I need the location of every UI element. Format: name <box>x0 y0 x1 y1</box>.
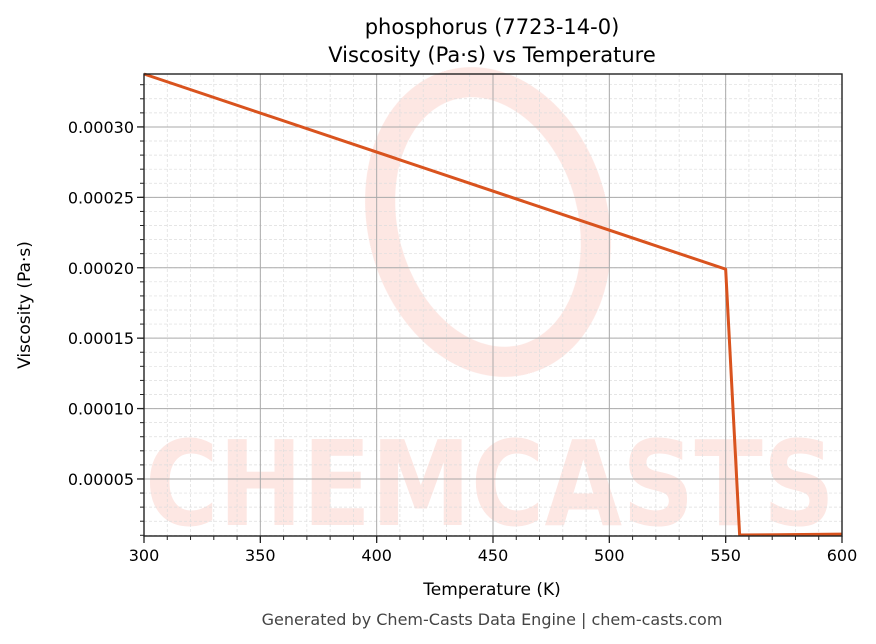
x-tick-label: 400 <box>361 546 392 565</box>
y-tick-label: 0.00005 <box>68 470 134 489</box>
y-axis-label: Viscosity (Pa·s) <box>15 241 35 369</box>
y-tick-label: 0.00020 <box>68 259 134 278</box>
svg-text:CHEMCASTS: CHEMCASTS <box>145 415 835 553</box>
x-tick-label: 350 <box>245 546 276 565</box>
y-tick-label: 0.00030 <box>68 118 134 137</box>
series-line <box>143 72 843 537</box>
x-tick-label: 550 <box>710 546 741 565</box>
y-tick-label: 0.00015 <box>68 329 134 348</box>
y-tick-label: 0.00025 <box>68 188 134 207</box>
x-tick-label: 300 <box>129 546 160 565</box>
chart-subtitle: Viscosity (Pa·s) vs Temperature <box>328 43 656 67</box>
plot-frame <box>143 73 843 537</box>
x-tick-label: 450 <box>478 546 509 565</box>
y-tick-label: 0.00010 <box>68 400 134 419</box>
footer-credit: Generated by Chem-Casts Data Engine | ch… <box>262 610 723 629</box>
x-axis-label: Temperature (K) <box>422 580 561 600</box>
chart-title: phosphorus (7723-14-0) <box>365 15 620 39</box>
x-tick-label: 600 <box>827 546 858 565</box>
x-tick-label: 500 <box>594 546 625 565</box>
